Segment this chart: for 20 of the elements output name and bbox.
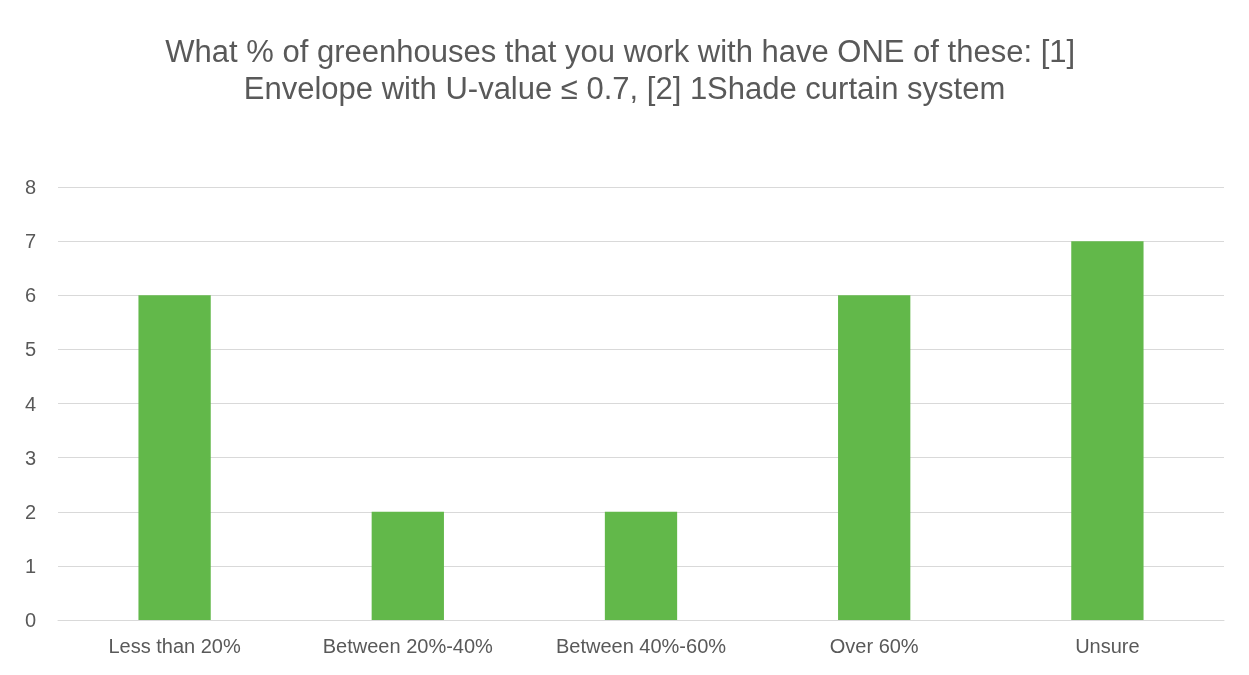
y-tick-label: 0 <box>24 609 36 631</box>
chart-title: What % of greenhouses that you work with have ONE of these: [1] Envelope with U-value ≤ 0.7, [2] 1Shade curtain system <box>165 34 1084 106</box>
x-tick-label: Between 40%-60% <box>555 635 727 657</box>
y-tick-label: 4 <box>24 392 36 415</box>
y-tick-label: 2 <box>24 500 36 523</box>
y-tick-label: 6 <box>24 284 36 307</box>
bar <box>838 295 911 620</box>
x-tick-label: Over 60% <box>829 635 919 657</box>
x-tick-label: Unsure <box>1075 635 1140 657</box>
y-tick-label: 8 <box>24 176 36 198</box>
x-tick-label: Less than 20% <box>108 635 241 657</box>
bar <box>604 511 678 620</box>
x-tick-label: Between 20%-40% <box>322 635 494 657</box>
y-tick-label: 1 <box>24 554 36 577</box>
bar <box>138 295 211 620</box>
bar <box>371 511 444 620</box>
bar <box>1071 241 1144 620</box>
y-tick-label: 3 <box>24 446 36 469</box>
y-tick-label: 5 <box>24 338 36 361</box>
y-tick-label: 7 <box>24 230 36 253</box>
